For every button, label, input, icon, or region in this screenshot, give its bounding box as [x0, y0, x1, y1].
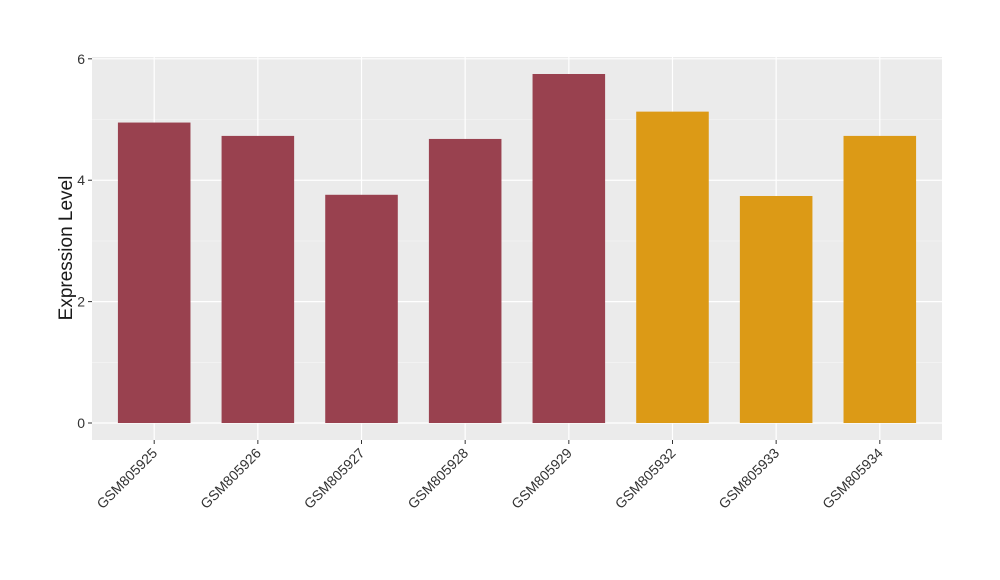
y-tick-label: 4 — [77, 172, 85, 188]
x-tick-label: GSM805926 — [197, 445, 264, 512]
panel — [92, 57, 942, 440]
y-tick-label: 2 — [77, 294, 85, 310]
x-tick-label: GSM805934 — [819, 445, 886, 512]
y-tick-label: 6 — [77, 51, 85, 67]
bar — [636, 111, 709, 424]
bar — [843, 135, 917, 424]
bar — [428, 138, 502, 424]
x-tick-label: GSM805927 — [301, 445, 368, 512]
bar — [117, 122, 191, 424]
y-tick-label: 0 — [77, 415, 85, 431]
bar — [221, 135, 295, 424]
x-tick-label: GSM805925 — [93, 445, 160, 512]
x-tick-label: GSM805929 — [508, 445, 575, 512]
x-tick-label: GSM805932 — [612, 445, 679, 512]
x-tick-label: GSM805933 — [715, 445, 782, 512]
bar — [325, 194, 398, 424]
bar — [739, 195, 813, 424]
y-axis-label: Expression Level — [56, 176, 77, 321]
bar — [532, 73, 606, 424]
x-tick-label: GSM805928 — [404, 445, 471, 512]
